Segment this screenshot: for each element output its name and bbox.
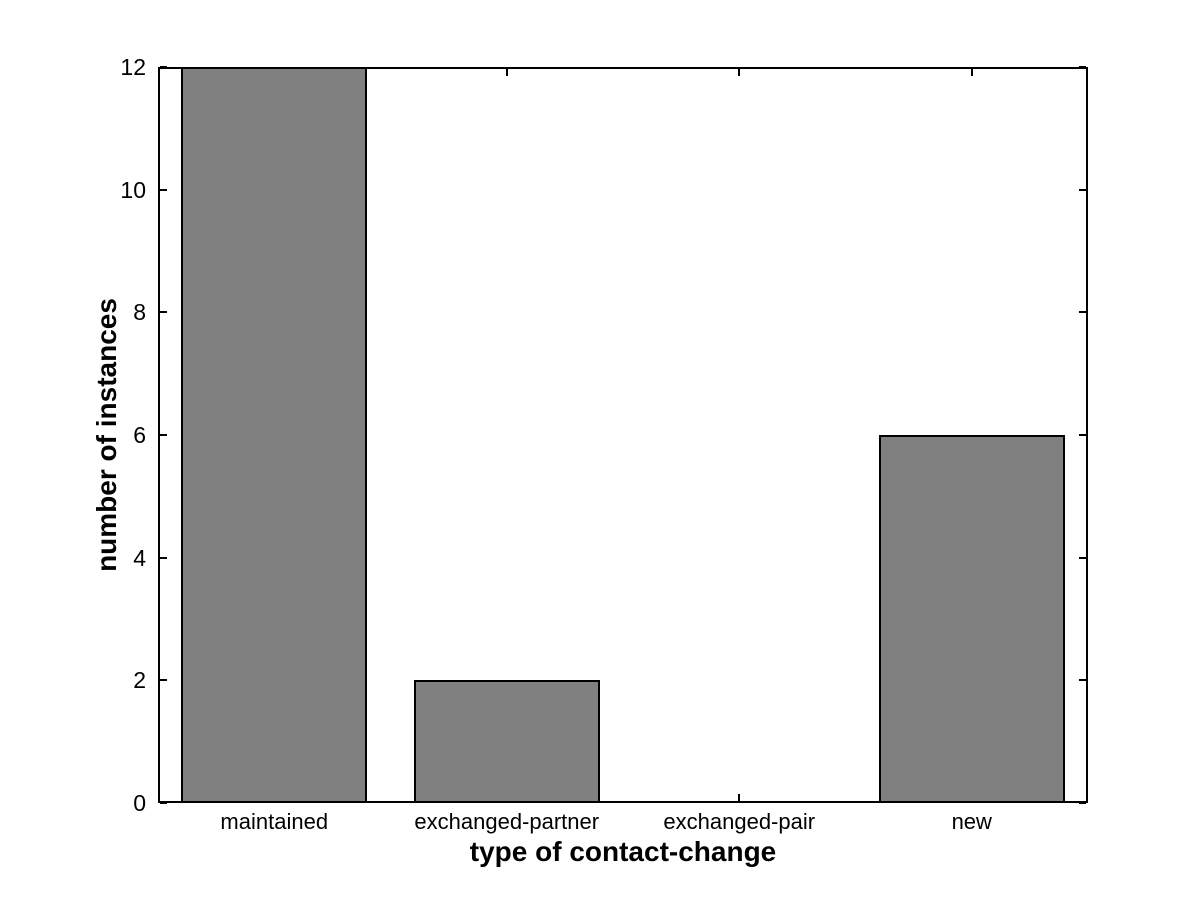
x-tick-label: exchanged-partner — [414, 809, 600, 834]
axis-tick — [970, 69, 973, 76]
axis-tick — [1079, 188, 1086, 191]
y-tick-label: 10 — [120, 176, 146, 203]
axis-tick — [505, 69, 508, 76]
bar-maintained — [181, 67, 368, 803]
y-tick-label: 12 — [120, 54, 146, 80]
axis-tick — [160, 188, 167, 191]
axis-tick — [1079, 66, 1086, 68]
axis-tick — [738, 69, 741, 76]
x-axis-title: type of contact-change — [469, 836, 777, 867]
axis-tick — [1079, 434, 1086, 436]
y-tick-label: 0 — [133, 790, 146, 816]
axis-tick — [160, 434, 167, 436]
axis-tick — [1079, 802, 1086, 804]
axis-tick — [738, 794, 741, 801]
y-axis-title: number of instances — [91, 298, 122, 572]
y-tick-label: 8 — [133, 299, 146, 326]
axis-tick — [160, 679, 167, 682]
x-tick-label: exchanged-pair — [663, 809, 816, 834]
axis-tick — [160, 802, 167, 804]
axis-tick — [160, 311, 167, 314]
y-tick-label: 6 — [133, 422, 146, 448]
axis-tick — [1079, 311, 1086, 314]
axis-tick — [1079, 679, 1086, 682]
axis-tick — [1079, 556, 1086, 559]
x-tick-label: new — [951, 809, 992, 834]
y-tick-label: 2 — [133, 667, 146, 694]
bar-new — [878, 435, 1065, 803]
axis-tick — [160, 556, 167, 559]
y-tick-label: 4 — [133, 544, 146, 571]
x-tick-label: maintained — [220, 809, 329, 834]
bar-exchanged-partner — [413, 680, 600, 803]
axis-tick — [160, 66, 167, 68]
